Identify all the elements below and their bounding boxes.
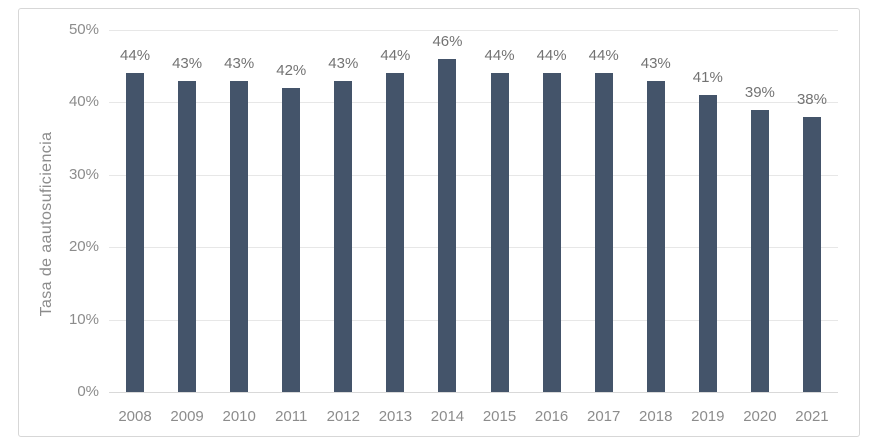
data-label: 44% [588, 47, 619, 65]
bar-2011 [282, 87, 301, 392]
data-label: 46% [432, 32, 463, 50]
x-tick-label: 2015 [482, 408, 517, 425]
data-label: 44% [536, 47, 567, 65]
x-tick-label: 2014 [430, 408, 465, 425]
bar-2015 [490, 73, 509, 392]
y-gridline [109, 174, 838, 176]
y-tick-label: 0% [77, 383, 99, 400]
x-tick-label: 2008 [118, 408, 152, 425]
data-label: 44% [484, 47, 515, 65]
data-label: 39% [744, 83, 775, 101]
data-label: 43% [328, 54, 359, 72]
data-label: 38% [796, 90, 827, 108]
plot-area: 0% 10% 20% 30% 40% 50% 44% 2008 43% 2009 43% 2010 42… [19, 9, 859, 436]
bar-2021 [802, 116, 821, 392]
bar-2010 [230, 80, 249, 392]
x-tick-label: 2010 [222, 408, 256, 425]
x-tick-label: 2013 [378, 408, 413, 425]
x-tick-label: 2017 [586, 408, 621, 425]
x-tick-label: 2016 [534, 408, 569, 425]
y-tick-label: 30% [68, 165, 99, 183]
bar-2019 [698, 95, 717, 392]
chart-frame: Tasa de aautosuficiencia 0% 10% 20% 30% 40% 5… [18, 8, 860, 437]
x-tick-label: 2009 [170, 408, 204, 425]
bar-2013 [386, 73, 405, 392]
x-tick-label: 2020 [743, 408, 777, 425]
data-label: 41% [692, 69, 723, 87]
y-gridline [109, 247, 838, 249]
x-tick-label: 2011 [275, 408, 308, 425]
bar-2012 [334, 80, 353, 392]
y-gridline [109, 319, 838, 321]
data-label: 44% [380, 47, 411, 65]
data-label: 42% [276, 61, 307, 79]
y-tick-label: 20% [68, 238, 99, 256]
y-gridline [109, 30, 838, 31]
bar-2020 [750, 109, 769, 392]
y-tick-label: 10% [68, 310, 99, 328]
data-label: 43% [640, 54, 671, 72]
y-tick-label: 50% [68, 21, 99, 38]
bar-2017 [594, 73, 613, 392]
bar-2014 [438, 58, 457, 392]
data-label: 43% [172, 54, 203, 72]
y-gridline [109, 102, 838, 104]
data-label: 44% [120, 47, 151, 65]
bar-2018 [646, 80, 665, 392]
bar-2009 [178, 80, 197, 392]
data-label: 43% [224, 54, 255, 72]
x-tick-label: 2021 [795, 408, 829, 425]
y-tick-label: 40% [68, 93, 99, 111]
x-tick-label: 2018 [639, 408, 673, 425]
x-tick-label: 2019 [691, 408, 725, 425]
x-tick-label: 2012 [326, 408, 360, 425]
bar-2016 [542, 73, 561, 392]
x-axis-baseline [109, 392, 838, 393]
bar-2008 [126, 73, 145, 392]
